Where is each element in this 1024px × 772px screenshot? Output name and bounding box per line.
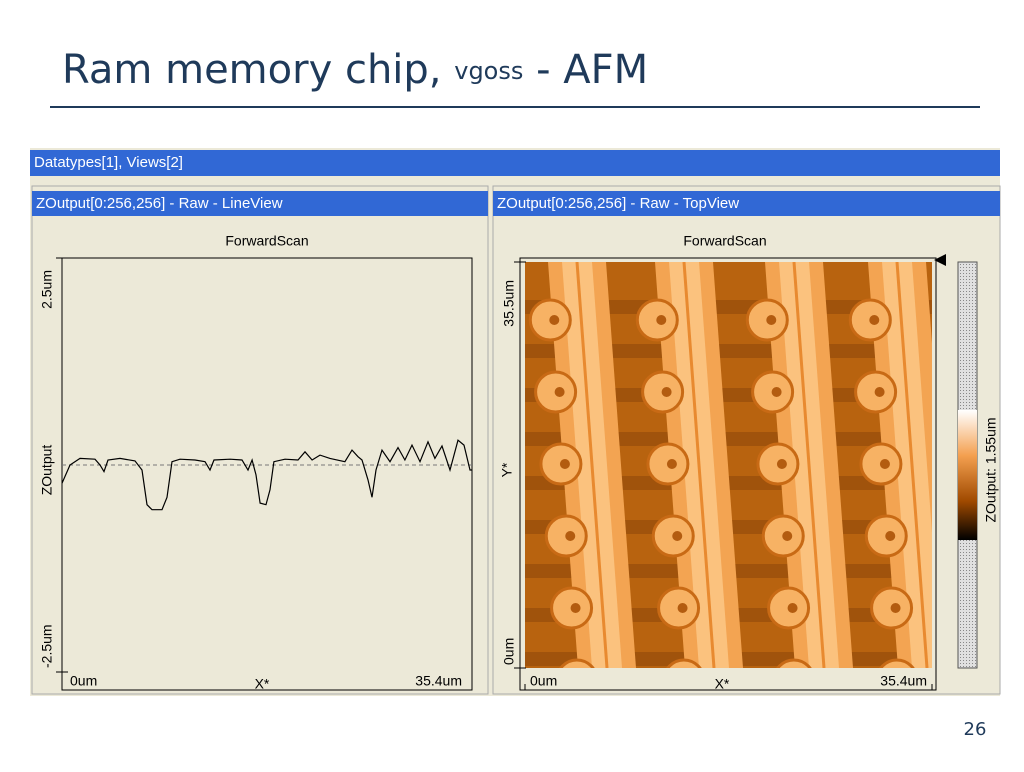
line-view-title: ZOutput[0:256,256] - Raw - LineView [36, 195, 283, 212]
line-view-panel [31, 185, 489, 695]
afm-pad-hole [874, 387, 885, 397]
afm-pad [559, 658, 595, 668]
afm-band-line [895, 262, 929, 668]
x-tick-label: 0um [70, 673, 97, 689]
afm-pad-hole [570, 603, 581, 613]
afm-pad-hole [771, 387, 782, 397]
plot-frame [519, 257, 937, 691]
afm-pad-hole [554, 387, 565, 397]
y-axis-label: Y* [499, 462, 515, 477]
top-view-bar[interactable] [493, 191, 1000, 216]
afm-pad-hole [869, 315, 880, 325]
afm-pad [776, 658, 812, 668]
afm-pad-hole [565, 531, 576, 541]
profile-line [61, 439, 472, 511]
y-axis-label: ZOutput [39, 445, 55, 496]
plot-frame [61, 257, 473, 691]
y-tick-label: -2.5um [39, 624, 55, 668]
colorbar-label: ZOutput: 1.55um [983, 417, 999, 522]
y-tick-label: 35.5um [501, 280, 517, 327]
plot-title: ForwardScan [225, 233, 308, 249]
x-tick-label: 35.4um [880, 673, 927, 689]
afm-pad-hole [549, 315, 560, 325]
x-tick-label: 35.4um [415, 673, 462, 689]
afm-pad-hole [879, 459, 890, 469]
afm-band-line [792, 262, 826, 668]
afm-pad-hole [656, 315, 667, 325]
window-title: Datatypes[1], Views[2] [34, 154, 183, 171]
afm-pad-hole [787, 603, 798, 613]
colorbar-marker[interactable] [934, 254, 946, 266]
afm-pad-hole [672, 531, 683, 541]
afm-pad-hole [666, 459, 677, 469]
y-tick-label: 0um [501, 638, 517, 665]
plot-title: ForwardScan [683, 233, 766, 249]
afm-stripe [525, 344, 932, 358]
afm-band-line [575, 262, 609, 668]
afm-pad [666, 658, 702, 668]
afm-pad-hole [559, 459, 570, 469]
afm-image [525, 262, 932, 668]
afm-stripe [525, 300, 932, 314]
window-bar[interactable] [30, 150, 1000, 176]
afm-pad-hole [885, 531, 896, 541]
afm-pad-hole [776, 459, 787, 469]
y-tick-label: 2.5um [39, 270, 55, 309]
page-number: 26 [964, 719, 987, 740]
afm-pad-hole [782, 531, 793, 541]
afm-pad [879, 658, 915, 668]
x-tick-label: 0um [530, 673, 557, 689]
afm-pad-hole [661, 387, 672, 397]
top-view-title: ZOutput[0:256,256] - Raw - TopView [497, 195, 739, 212]
afm-pad-hole [766, 315, 777, 325]
afm-pad-hole [677, 603, 688, 613]
x-axis-label: X* [715, 676, 730, 692]
afm-pad-hole [890, 603, 901, 613]
slide-title: Ram memory chip, vgoss - AFM [62, 47, 648, 93]
line-view-bar[interactable] [32, 191, 488, 216]
afm-band-line [682, 262, 716, 668]
x-axis-label: X* [255, 676, 270, 692]
colorbar-gradient [958, 410, 977, 540]
